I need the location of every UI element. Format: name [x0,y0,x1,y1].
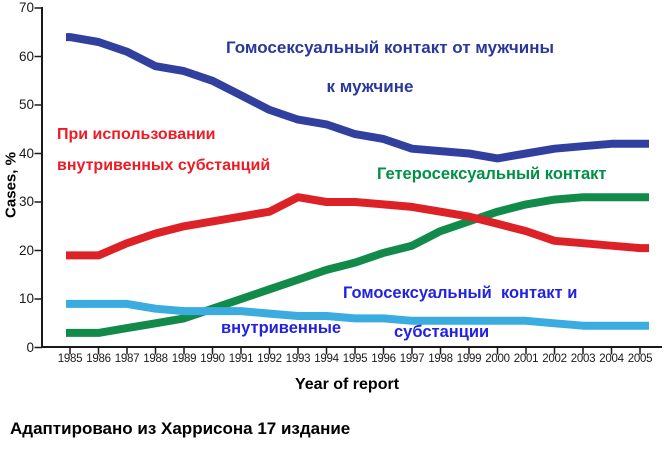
x-tick-label: 1995 [342,353,368,365]
x-tick-label: 1996 [371,353,396,365]
series-line-msm-idu [66,299,649,330]
y-axis-title: Cases, % [2,152,20,218]
y-tick-label: 60 [18,48,34,64]
y-tick-label: 40 [18,145,34,161]
y-tick-label: 20 [18,242,34,258]
x-tick-label: 2000 [485,353,510,365]
x-tick-label: 2003 [570,353,596,365]
x-tick-label: 1989 [171,353,197,365]
x-tick-label: 2004 [599,353,624,365]
x-tick-label: 2002 [542,353,567,365]
y-tick-label: 10 [18,291,34,306]
y-tick-label: 70 [18,0,34,15]
x-tick-label: 1999 [456,353,482,365]
annotation-idu-line1: При использовании [57,126,216,143]
series-line-idu [66,193,649,260]
annotation-hetero: Гетеросексуальный контакт [377,165,607,183]
x-tick-label: 1997 [399,353,425,365]
x-tick-label: 1994 [314,353,339,365]
annotation-msm-idu-line1: Гомосексуальный контакт и [343,284,578,302]
series-lines [66,33,649,337]
annotation-msm-line1: Гомосексуальный контакт от мужчины [225,38,555,57]
x-tick-label: 1988 [143,353,168,365]
x-tick-label: 1993 [285,353,311,365]
x-tick-label: 1998 [428,353,453,365]
annotation-msm-line2: к мужчине [326,77,414,96]
annotation-msm-idu-line3: субстанции [394,323,490,341]
axis-ticks [34,7,641,355]
plot-area [34,7,662,355]
annotation-idu-line2: внутривенных субстанций [57,157,271,174]
series-line-hetero [66,193,649,337]
x-axis-title: Year of report [294,376,400,393]
y-tick-label: 30 [18,194,34,209]
source-caption: Адаптировано из Харрисона 17 издание [10,419,351,438]
x-tick-label: 1985 [57,353,83,365]
x-tick-label: 1987 [114,353,140,365]
x-tick-label: 1992 [257,353,282,365]
x-tick-label: 2005 [627,353,653,365]
annotation-msm-idu-line2: внутривенные [221,319,342,337]
x-tick-label: 1986 [86,353,111,365]
x-tick-label: 1990 [200,353,225,365]
x-tick-label: 1991 [228,353,254,365]
series-line-msm [66,33,649,163]
y-tick-label: 0 [26,339,34,355]
y-tick-label: 50 [18,97,34,112]
x-tick-label: 2001 [513,353,539,365]
